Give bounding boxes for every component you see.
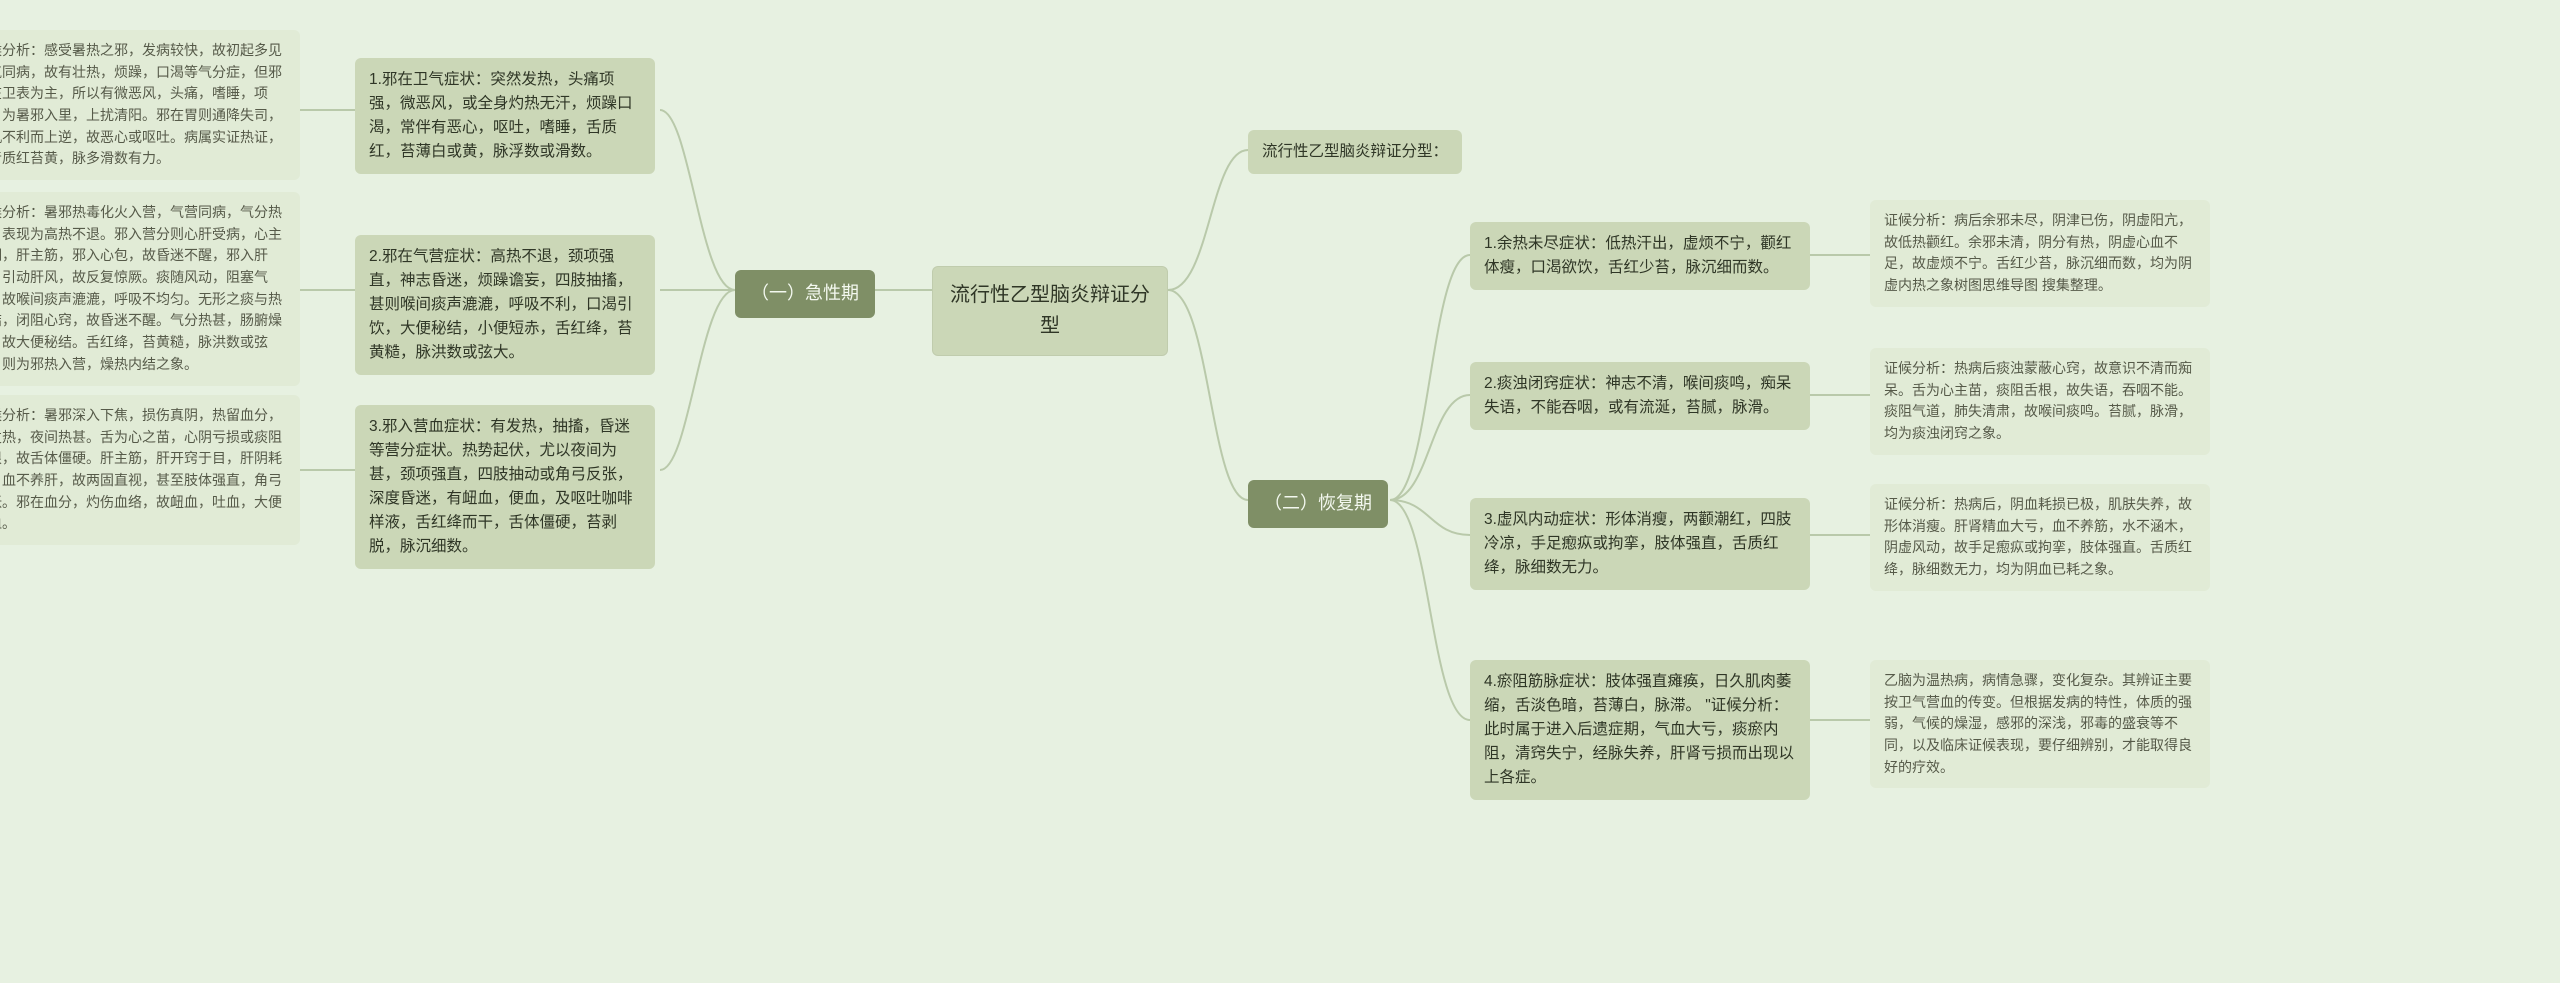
recovery-item-4[interactable]: 4.瘀阻筋脉症状：肢体强直瘫痪，日久肌肉萎缩，舌淡色暗，苔薄白，脉滞。 "证候分…	[1470, 660, 1810, 800]
recovery-item-3[interactable]: 3.虚风内动症状：形体消瘦，两颧潮红，四肢冷凉，手足瘛疭或拘挛，肢体强直，舌质红…	[1470, 498, 1810, 590]
acute-item-1[interactable]: 1.邪在卫气症状：突然发热，头痛项强，微恶风，或全身灼热无汗，烦躁口渴，常伴有恶…	[355, 58, 655, 174]
mindmap-stage: { "colors":{ "page_bg":"#e7f1e1", "root_…	[0, 0, 2560, 983]
recovery-analysis-2: 证候分析：热病后痰浊蒙蔽心窍，故意识不清而痴呆。舌为心主苗，痰阻舌根，故失语，吞…	[1870, 348, 2210, 455]
acute-analysis-2: 证候分析：暑邪热毒化火入营，气营同病，气分热甚，表现为高热不退。邪入营分则心肝受…	[0, 192, 300, 386]
recovery-item-2[interactable]: 2.痰浊闭窍症状：神志不清，喉间痰鸣，痴呆失语，不能吞咽，或有流涎，苔腻，脉滑。	[1470, 362, 1810, 430]
branch-acute[interactable]: （一）急性期	[735, 270, 875, 318]
acute-item-2[interactable]: 2.邪在气营症状：高热不退，颈项强直，神志昏迷，烦躁谵妄，四肢抽搐，甚则喉间痰声…	[355, 235, 655, 375]
recovery-analysis-1: 证候分析：病后余邪未尽，阴津已伤，阴虚阳亢，故低热颧红。余邪未清，阴分有热，阴虚…	[1870, 200, 2210, 307]
root-node[interactable]: 流行性乙型脑炎辩证分型	[932, 266, 1168, 356]
recovery-item-1[interactable]: 1.余热未尽症状：低热汗出，虚烦不宁，颧红体瘦，口渴欲饮，舌红少苔，脉沉细而数。	[1470, 222, 1810, 290]
branch-recovery[interactable]: （二）恢复期	[1248, 480, 1388, 528]
recovery-analysis-4: 乙脑为温热病，病情急骤，变化复杂。其辨证主要按卫气营血的传变。但根据发病的特性，…	[1870, 660, 2210, 788]
acute-analysis-3: 证候分析：暑邪深入下焦，损伤真阴，热留血分，故发热，夜间热甚。舌为心之苗，心阴亏…	[0, 395, 300, 545]
recovery-analysis-3: 证候分析：热病后，阴血耗损已极，肌肤失养，故形体消瘦。肝肾精血大亏，血不养筋，水…	[1870, 484, 2210, 591]
right-title[interactable]: 流行性乙型脑炎辩证分型：	[1248, 130, 1462, 174]
acute-item-3[interactable]: 3.邪入营血症状：有发热，抽搐，昏迷等营分症状。热势起伏，尤以夜间为甚，颈项强直…	[355, 405, 655, 569]
acute-analysis-1: 证候分析：感受暑热之邪，发病较快，故初起多见卫气同病，故有壮热，烦躁，口渴等气分…	[0, 30, 300, 180]
